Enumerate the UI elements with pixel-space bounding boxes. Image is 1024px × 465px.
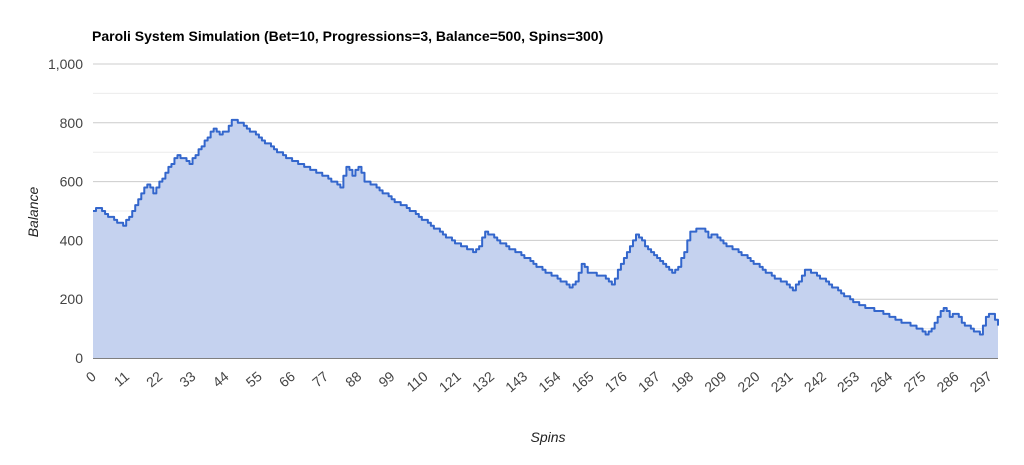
x-tick-label: 264 — [867, 368, 895, 395]
x-tick-label: 154 — [535, 368, 563, 395]
y-axis-ticks: 0 200 400 600 800 1,000 — [48, 56, 83, 366]
x-tick-label: 0 — [83, 368, 99, 385]
x-tick-label: 220 — [734, 368, 762, 395]
x-tick-label: 286 — [934, 368, 962, 395]
x-tick-label: 33 — [176, 368, 198, 390]
x-tick-label: 209 — [701, 368, 729, 395]
y-tick-label: 400 — [60, 232, 84, 248]
x-tick-label: 176 — [602, 368, 630, 395]
chart-title: Paroli System Simulation (Bet=10, Progre… — [92, 28, 603, 44]
x-tick-label: 132 — [469, 368, 497, 395]
x-tick-label: 165 — [568, 368, 596, 395]
y-axis-label: Balance — [25, 186, 41, 237]
balance-area — [93, 119, 998, 358]
x-tick-label: 253 — [834, 368, 862, 395]
series-group — [93, 118, 999, 358]
x-tick-label: 231 — [768, 368, 796, 395]
x-tick-label: 121 — [436, 368, 464, 395]
y-tick-label: 600 — [60, 174, 84, 190]
y-tick-label: 1,000 — [48, 56, 83, 72]
balance-line — [93, 118, 999, 336]
x-tick-label: 22 — [143, 368, 165, 390]
x-tick-label: 99 — [375, 368, 397, 390]
x-tick-label: 66 — [276, 368, 298, 390]
x-tick-label: 143 — [502, 368, 530, 395]
y-tick-label: 200 — [60, 291, 84, 307]
x-tick-label: 110 — [403, 368, 431, 395]
x-axis-ticks: 0 11 22 33 44 55 66 77 88 99 110 121 132 143 154 165 176… — [83, 368, 995, 395]
x-axis-label: Spins — [530, 429, 565, 445]
x-tick-label: 187 — [635, 368, 663, 395]
x-tick-label: 275 — [900, 368, 928, 395]
x-tick-label: 242 — [801, 368, 829, 395]
x-tick-label: 88 — [342, 368, 364, 390]
x-tick-label: 44 — [209, 368, 231, 390]
x-tick-label: 11 — [111, 368, 133, 390]
x-tick-label: 297 — [967, 368, 995, 395]
x-tick-label: 198 — [668, 368, 696, 395]
y-tick-label: 0 — [75, 350, 83, 366]
y-tick-label: 800 — [60, 115, 84, 131]
x-tick-label: 77 — [309, 368, 331, 390]
x-tick-label: 55 — [243, 368, 265, 390]
